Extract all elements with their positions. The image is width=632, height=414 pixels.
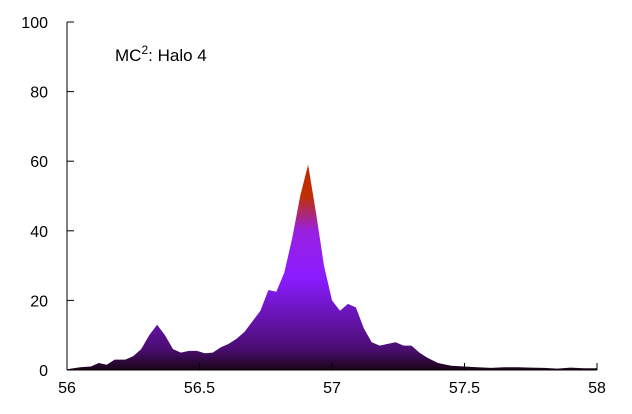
plot-area [67,164,597,370]
x-tick-label: 58 [588,380,606,397]
y-tick-label: 60 [30,154,48,171]
y-tick-label: 20 [30,293,48,310]
x-tick-label: 57 [323,380,341,397]
annotation-suffix: : Halo 4 [148,46,207,65]
series-area [67,164,597,370]
x-ticks: 56 56.5 57 57.5 58 [58,363,606,397]
x-tick-label: 56 [58,380,76,397]
chart-annotation: MC2: Halo 4 [115,43,207,65]
annotation-superscript: 2 [141,43,148,57]
x-tick-label: 56.5 [184,380,215,397]
y-tick-label: 40 [30,224,48,241]
x-tick-label: 57.5 [449,380,480,397]
axes: 56 56.5 57 57.5 58 0 20 40 60 80 100 [21,15,606,397]
y-tick-label: 0 [39,363,48,380]
annotation-text: MC [115,46,141,65]
y-tick-label: 100 [21,15,48,32]
y-ticks: 0 20 40 60 80 100 [21,15,74,380]
y-tick-label: 80 [30,85,48,102]
